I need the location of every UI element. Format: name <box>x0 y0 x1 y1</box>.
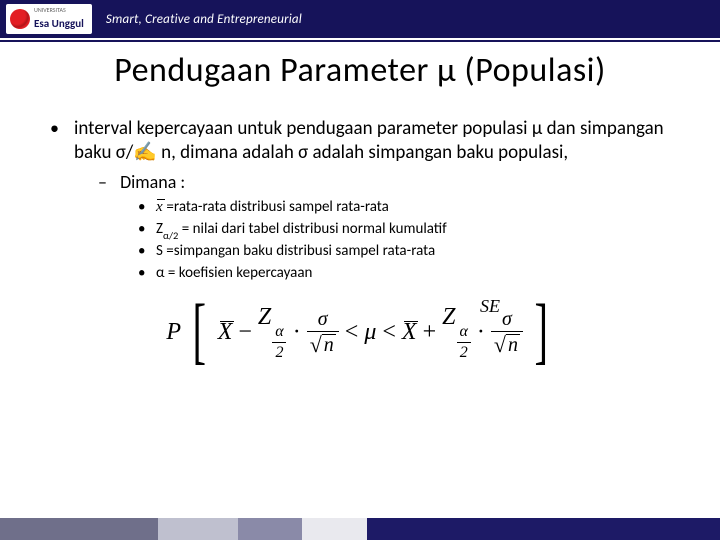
mu-symbol: μ <box>364 319 376 346</box>
logo-subtext: UNIVERSITAS <box>34 7 84 13</box>
list-item: • x =rata-rata distribusi sampel rata-ra… <box>138 197 680 219</box>
xbar-symbol: x <box>156 197 166 219</box>
list-item-text: S =simpangan baku distribusi sampel rata… <box>156 241 435 263</box>
dash-icon: – <box>98 171 116 194</box>
bullet-icon: • <box>50 117 74 165</box>
formula-Z: Zα2 <box>442 304 471 361</box>
list-item-text: Zα/2 = nilai dari tabel distribusi norma… <box>156 219 447 241</box>
dot-op: · <box>477 319 485 346</box>
logo-text-wrap: UNIVERSITAS Esa Unggul <box>34 7 84 32</box>
list-item-text: x =rata-rata distribusi sampel rata-rata <box>156 197 389 219</box>
bullet-icon: • <box>138 219 156 241</box>
footer-segment <box>238 518 303 540</box>
sigma-over-sqrtn: σ √n <box>307 309 339 356</box>
bullet-icon: • <box>138 263 156 285</box>
dimana-row: – Dimana : <box>50 165 680 194</box>
tagline: Smart, Creative and Entrepreneurial <box>106 12 302 27</box>
bullet-icon: • <box>138 241 156 263</box>
footer-segment <box>367 518 720 540</box>
footer-bar <box>0 518 720 540</box>
logo-main-text: Esa Unggul <box>34 17 84 30</box>
dot-op: · <box>293 319 301 346</box>
header-underline <box>0 40 720 42</box>
list-item: • S =simpangan baku distribusi sampel ra… <box>138 241 680 263</box>
content-area: • interval kepercayaan untuk pendugaan p… <box>0 91 720 284</box>
xbar-symbol: X <box>402 319 417 346</box>
list-item: • α = koefisien kepercayaan <box>138 263 680 285</box>
se-label: SE <box>480 296 500 317</box>
lt-op: < <box>345 319 359 346</box>
definition-list: • x =rata-rata distribusi sampel rata-ra… <box>50 193 680 284</box>
main-bullet-text: interval kepercayaan untuk pendugaan par… <box>74 117 680 165</box>
footer-segment <box>302 518 367 540</box>
plus-op: + <box>423 319 437 346</box>
formula-Z: Zα2 <box>258 304 287 361</box>
logo: UNIVERSITAS Esa Unggul <box>6 4 92 34</box>
footer-segment <box>0 518 158 540</box>
page-title: Pendugaan Parameter μ (Populasi) <box>0 50 720 91</box>
dimana-label: Dimana : <box>120 171 185 193</box>
list-item-text: α = koefisien kepercayaan <box>156 263 312 285</box>
xbar-symbol: X <box>218 319 233 346</box>
formula-P: P <box>166 319 181 346</box>
lt-op: < <box>382 319 396 346</box>
right-bracket-icon: ] <box>535 302 549 361</box>
header-bar: UNIVERSITAS Esa Unggul Smart, Creative a… <box>0 0 720 38</box>
formula-area: SE P [ X − Zα2 · σ √n < μ < X + Zα2 · σ … <box>0 302 720 361</box>
left-bracket-icon: [ <box>193 302 207 361</box>
footer-segment <box>158 518 237 540</box>
main-bullet-row: • interval kepercayaan untuk pendugaan p… <box>50 117 680 165</box>
minus-op: − <box>238 319 252 346</box>
bullet-icon: • <box>138 197 156 219</box>
list-item: • Zα/2 = nilai dari tabel distribusi nor… <box>138 219 680 241</box>
logo-mark-icon <box>10 9 30 29</box>
